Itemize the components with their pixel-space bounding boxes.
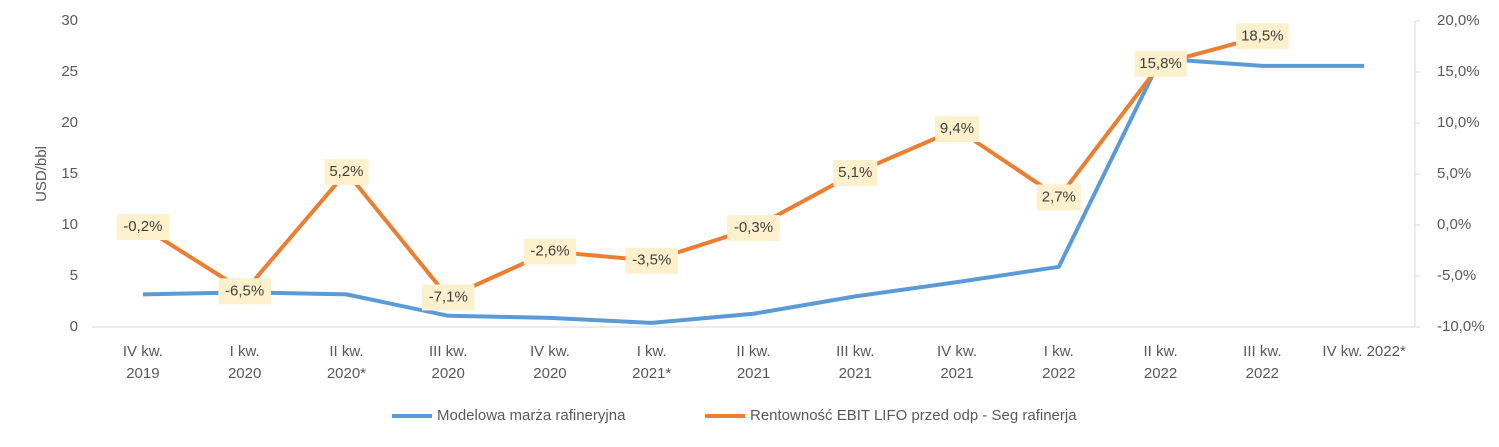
value-label-box [523,238,577,265]
x-tick-line: II kw. [736,343,770,360]
value-label: 5,1% [838,164,872,181]
x-tick-label: IV kw. 2021 [937,343,977,382]
value-label-box [727,215,780,242]
x-tick-line: 2020* [327,365,366,382]
value-label-box [324,158,369,185]
x-tick-label: I kw. 2022 [1042,343,1075,382]
x-tick-label: III kw. 2020 [429,343,467,382]
value-label-box [218,278,271,305]
x-tick-line: IV kw. 2022* [1322,343,1406,360]
y-tick-label: 20 [61,114,78,131]
y-tick-label: 25 [61,63,78,80]
x-tick-line: IV kw. [123,343,163,360]
x-tick-line: II kw. [1143,343,1177,360]
x-tick-label: I kw. 2021* [632,343,671,382]
value-label: -7,1% [429,288,468,305]
value-label-box [421,284,475,311]
x-tick-label: II kw. 2022 [1143,343,1177,382]
value-label: 18,5% [1241,27,1284,44]
value-label: -0,3% [734,219,773,236]
y2-tick-label: -10,0% [1437,318,1485,335]
x-tick-line: I kw. [637,343,667,360]
x-tick-line: IV kw. [530,343,570,360]
legend-label: Rentowność EBIT LIFO przed odp - Seg raf… [750,407,1077,424]
value-label: -6,5% [225,282,264,299]
x-tick-line: 2022 [1042,365,1075,382]
y-tick-label: 10 [61,216,78,233]
value-label-box [625,247,678,274]
value-label-box [1236,23,1289,50]
value-label-box [935,116,980,143]
y-tick-label: 5 [70,267,78,284]
x-tick-label: IV kw. 2022* [1322,343,1406,360]
y2-tick-label: 15,0% [1437,63,1480,80]
x-tick-line: 2021* [632,365,671,382]
y-tick-label: 15 [61,165,78,182]
y2-tick-label: 0,0% [1437,216,1471,233]
value-label-box [1036,184,1081,211]
y-tick-label: 0 [70,318,78,335]
x-tick-line: IV kw. [937,343,977,360]
y-axis-title: USD/bbl [33,146,50,202]
y2-tick-label: 20,0% [1437,12,1480,29]
x-tick-line: 2022 [1144,365,1177,382]
x-tick-line: 2021 [940,365,973,382]
x-tick-label: IV kw. 2020 [530,343,570,382]
x-tick-label: I kw. 2020 [228,343,261,382]
value-label: -3,5% [632,252,671,269]
x-tick-line: 2019 [126,365,159,382]
x-tick-line: 2021 [737,365,770,382]
x-tick-label: II kw. 2020* [327,343,366,382]
value-label-box [116,214,170,241]
y2-tick-label: 10,0% [1437,114,1480,131]
y2-tick-label: 5,0% [1437,165,1471,182]
value-label: 9,4% [940,120,974,137]
x-tick-line: III kw. [429,343,467,360]
legend-label: Modelowa marża rafineryjna [437,407,626,424]
value-label: 5,2% [329,163,363,180]
series-line [141,34,1263,300]
value-label: 2,7% [1042,188,1076,205]
x-tick-label: IV kw. 2019 [123,343,163,382]
y-tick-label: 30 [61,12,78,29]
x-tick-line: 2020 [228,365,261,382]
x-tick-label: II kw. 2021 [736,343,770,382]
value-label: 15,8% [1139,55,1182,72]
value-label-box [833,159,878,186]
x-tick-line: III kw. [1243,343,1281,360]
x-tick-line: I kw. [230,343,260,360]
x-tick-line: 2021 [839,365,872,382]
value-label: -2,6% [530,242,569,259]
x-tick-line: II kw. [329,343,363,360]
x-tick-line: 2020 [432,365,465,382]
series-line [142,56,1365,325]
y2-tick-label: -5,0% [1437,267,1476,284]
x-tick-line: 2022 [1246,365,1279,382]
x-tick-line: 2020 [533,365,566,382]
x-tick-line: III kw. [836,343,874,360]
x-tick-label: III kw. 2021 [836,343,874,382]
x-tick-line: I kw. [1044,343,1074,360]
value-label: -0,2% [123,218,162,235]
value-label-box [1134,50,1187,77]
x-tick-label: III kw. 2022 [1243,343,1281,382]
